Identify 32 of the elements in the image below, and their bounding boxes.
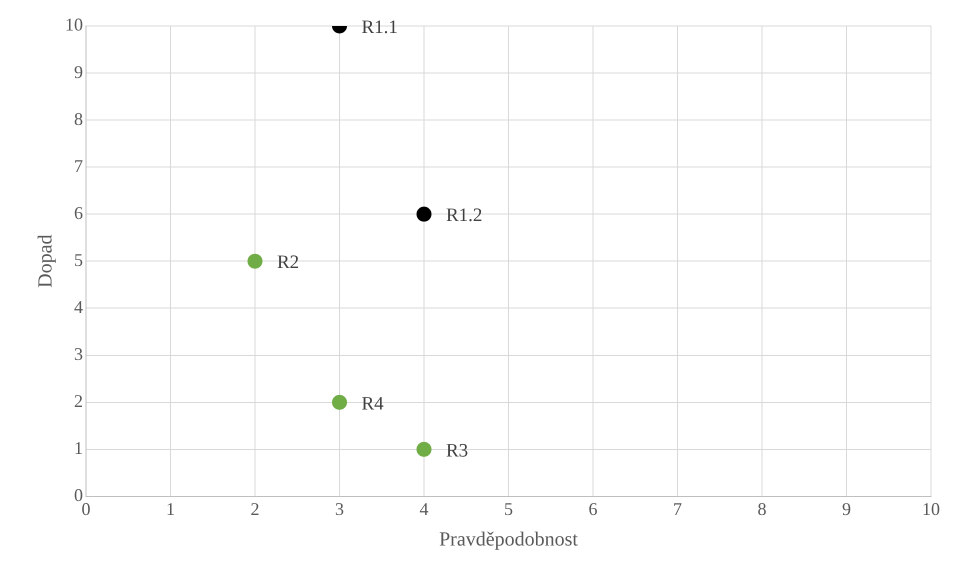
y-tick-label: 0 (74, 485, 83, 506)
x-tick-label: 9 (842, 498, 851, 519)
annotation: R1.2 (446, 205, 482, 226)
point (248, 254, 262, 269)
x-tick-label: 8 (758, 498, 766, 519)
y-tick-label: 5 (74, 250, 83, 270)
y-axis-title: Dopad (34, 234, 56, 288)
y-tick-label: 7 (74, 156, 83, 176)
annotation: R2 (277, 252, 300, 274)
x-tick-label: 4 (420, 498, 428, 519)
point (416, 206, 432, 222)
y-tick-label: 4 (74, 296, 83, 317)
x-tick-label: 3 (335, 498, 344, 519)
point (332, 394, 347, 410)
y-tick-label: 2 (74, 391, 83, 412)
x-tick-label: 7 (673, 498, 682, 519)
annotation: R4 (362, 393, 384, 414)
x-tick-label: 5 (504, 498, 513, 519)
y-tick-label: 10 (65, 14, 83, 35)
y-tick-label: 9 (74, 62, 83, 82)
annotation: R1.1 (362, 16, 398, 38)
annotation: R3 (446, 440, 468, 462)
point (416, 442, 432, 457)
y-tick-label: 3 (74, 344, 83, 364)
x-tick-label: 1 (166, 498, 175, 519)
y-tick-label: 8 (74, 108, 83, 129)
x-tick-label: 6 (588, 498, 598, 519)
x-axis-title: Pravděpodobnost (439, 528, 578, 550)
x-tick-label: 10 (922, 498, 940, 519)
x-tick-label: 2 (250, 498, 260, 519)
y-tick-label: 1 (74, 438, 83, 458)
y-tick-label: 6 (74, 202, 83, 223)
